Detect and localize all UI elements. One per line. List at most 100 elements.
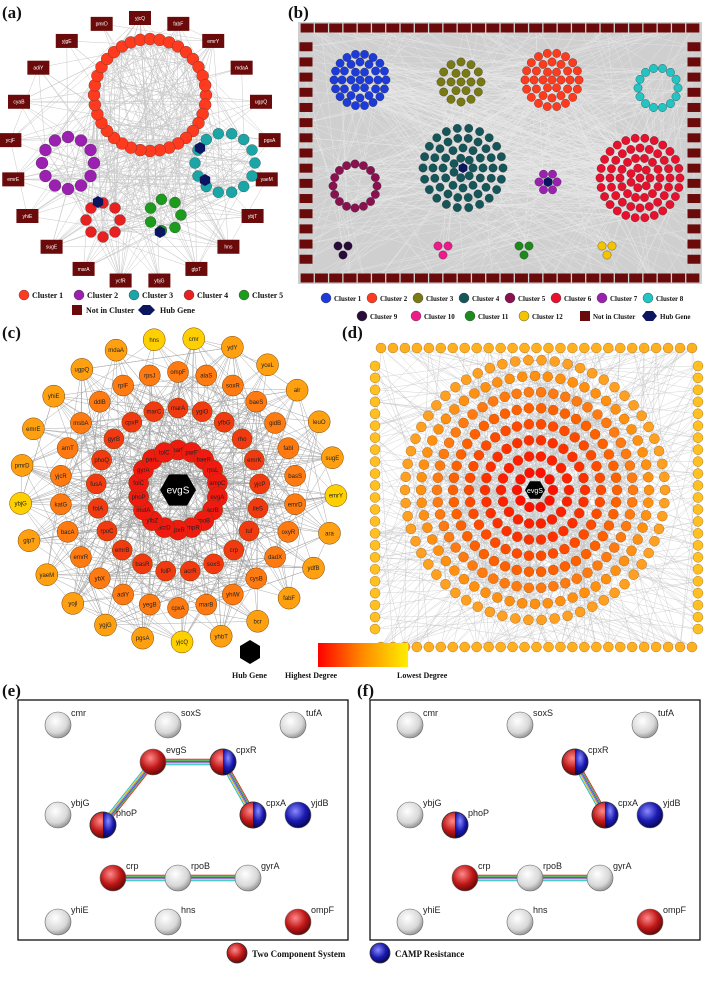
panel-d-node [692,516,704,527]
panel-b-cluster-node [542,102,552,111]
panel-c-node [179,560,201,582]
panel-d-node [560,391,571,402]
panel-d-edge [564,521,699,550]
panel-c-node [203,553,224,575]
panel-c-node-label: cpxR [171,528,185,534]
panel-b-unclustered-node [687,239,701,249]
panel-b-cluster-node [451,68,461,78]
panel-b-cluster-node [664,164,673,174]
panel-d-node [615,342,626,354]
panel-b-cluster-node [335,92,345,102]
panel-a-edge [130,40,214,148]
panel-a-hub-node [92,196,104,208]
panel-d-edge [586,347,693,427]
string-node-ybjG-sphere [396,801,424,829]
panel-b-cluster-node [473,189,483,199]
string-node-cmr-sphere [396,711,424,739]
panel-a-edge [97,75,206,105]
string-node-rpoB: rpoB [164,861,210,892]
panel-c-node [94,613,117,637]
panel-b-cluster-node [330,173,340,182]
panel-a-unclustered-node [16,209,39,223]
panel-d-node [578,529,589,540]
panel-d-edge [552,489,577,562]
panel-c-node [321,446,344,469]
panel-a-legend-swatch [238,289,250,301]
panel-c-node-label: ugpQ [75,367,90,373]
panel-c-edge [232,347,289,532]
panel-d-edge [445,347,585,585]
panel-d-node [692,588,704,599]
panel-b-edge [578,27,641,149]
panel-b-edge [468,53,548,129]
panel-d-node [543,641,554,653]
panel-d-edge [615,477,657,648]
panel-d-node [523,435,535,446]
panel-d-node [511,388,522,399]
panel-c-node [170,630,194,654]
panel-b-edge [447,185,454,247]
panel-d-edge [374,347,681,582]
panel-b-cluster-node [645,173,655,183]
panel-b-cluster-node [602,250,612,260]
panel-c-node [70,546,92,568]
panel-d-node [582,567,593,578]
panel-b-legend-label: Cluster 1 [334,295,362,303]
panel-a-edge [169,147,253,151]
panel-d-node [558,525,569,537]
panel-b-edge [455,73,464,149]
panel-b-unclustered-node [687,178,701,188]
panel-a-edge [130,58,194,148]
panel-c-node [222,374,244,397]
panel-b-edge [434,73,467,179]
panel-a-cluster-node [97,231,109,243]
panel-a-edge [94,39,160,86]
string-node-rpoB-sphere [516,864,544,892]
panel-b-edge [478,27,636,93]
panel-d-node [535,435,547,446]
string-edge-evgS-phoP [103,762,155,827]
panel-b-edge [321,27,452,65]
panel-d-node [483,641,494,653]
panel-d-node [440,555,452,567]
panel-a-cluster-node [246,144,258,156]
panel-b-cluster-node [561,99,570,108]
string-node-label: ybjG [71,798,90,808]
panel-d-edge [564,373,593,414]
panel-d-edge [374,578,577,582]
panel-c-node [324,484,348,507]
panel-c-edge [20,503,106,626]
panel-c-node [222,583,244,606]
panel-d-edge [524,347,681,648]
panel-b-edge [305,137,347,166]
panel-d-edge [428,564,548,604]
panel-d-edge [374,415,429,450]
panel-b-unclustered-node [443,23,457,33]
panel-c-node-label: katG [55,502,68,508]
panel-b-edge [378,187,638,279]
panel-c-network: marR parEbaeRrpsLampCevgAacrBrpoBompRcpxR… [9,327,348,654]
panel-d-node [692,576,704,587]
panel-d-node [411,342,423,354]
string-node-ompF-sphere [636,908,664,936]
panel-b-cluster-node [335,197,344,206]
panel-b-unclustered-node [457,273,471,283]
panel-a-edge [90,175,253,209]
panel-b-cluster-node [611,156,621,165]
panel-d-edge [374,377,456,433]
panel-d-edge [517,536,699,594]
panel-b-legend-swatch [642,292,654,304]
panel-b-cluster-node [448,180,458,190]
panel-b-edge [439,148,612,188]
panel-c-node [223,539,245,561]
panel-b-edge [477,141,695,245]
panel-c-edge [296,390,337,496]
panel-d-edge [576,389,699,402]
panel-b-unclustered-node [299,72,313,82]
panel-c-edge [21,465,99,509]
panel-a-hub-gene-icon [138,305,155,315]
panel-a-legend-label: Cluster 5 [252,291,283,300]
panel-d-node [692,360,704,372]
panel-d-node [636,559,647,570]
panel-c-edge [177,607,258,622]
